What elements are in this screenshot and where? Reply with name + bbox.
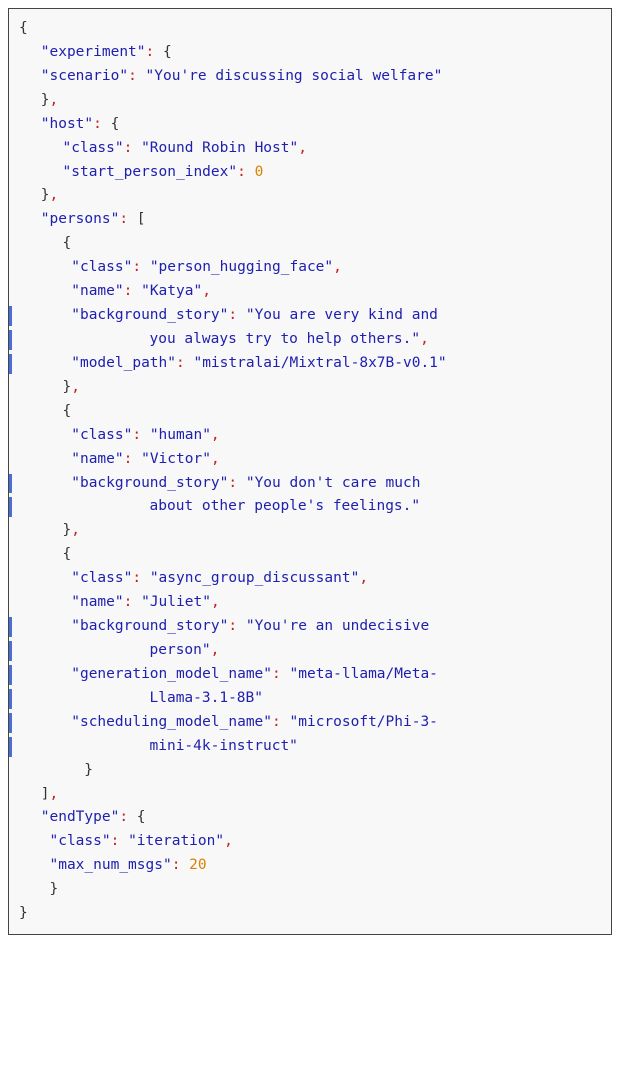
json-string: "Victor" xyxy=(141,451,211,467)
json-number: 20 xyxy=(189,857,206,873)
json-string: person" xyxy=(150,642,211,658)
code-line: "background_story": "You're an undecisiv… xyxy=(19,615,601,639)
json-key: "max_num_msgs" xyxy=(49,857,171,873)
code-line: { xyxy=(19,400,601,424)
json-key: "persons" xyxy=(41,211,120,227)
json-string: "Katya" xyxy=(141,283,202,299)
code-line: { xyxy=(19,543,601,567)
code-line-continuation: Llama-3.1-8B" xyxy=(19,687,601,711)
json-key: "endType" xyxy=(41,809,120,825)
code-line: { xyxy=(19,232,601,256)
json-string: "You are very kind and xyxy=(246,307,438,323)
json-string: "You're discussing social welfare" xyxy=(146,68,443,84)
code-line: "scheduling_model_name": "microsoft/Phi-… xyxy=(19,711,601,735)
json-key: "name" xyxy=(71,283,123,299)
code-line: "endType": { xyxy=(19,806,601,830)
json-string: "microsoft/Phi-3- xyxy=(290,714,438,730)
json-string: "You don't care much xyxy=(246,475,421,491)
json-key: "scheduling_model_name" xyxy=(71,714,272,730)
json-number: 0 xyxy=(255,164,264,180)
json-string: "iteration" xyxy=(128,833,224,849)
code-line-continuation: mini-4k-instruct" xyxy=(19,735,601,759)
json-key: "start_person_index" xyxy=(63,164,238,180)
code-line: "class": "human", xyxy=(19,424,601,448)
code-line: ], xyxy=(19,783,601,807)
code-line: "experiment": { xyxy=(19,41,601,65)
json-key: "class" xyxy=(71,259,132,275)
json-string: "Juliet" xyxy=(141,594,211,610)
json-string: "mistralai/Mixtral-8x7B-v0.1" xyxy=(193,355,446,371)
code-line-continuation: you always try to help others.", xyxy=(19,328,601,352)
json-key: "background_story" xyxy=(71,307,228,323)
json-key: "name" xyxy=(71,451,123,467)
code-line: "class": "iteration", xyxy=(19,830,601,854)
json-key: "background_story" xyxy=(71,475,228,491)
code-line-continuation: person", xyxy=(19,639,601,663)
json-key: "host" xyxy=(41,116,93,132)
code-line: } xyxy=(19,878,601,902)
json-key: "class" xyxy=(71,570,132,586)
code-line: "class": "person_hugging_face", xyxy=(19,256,601,280)
json-string: mini-4k-instruct" xyxy=(150,738,298,754)
code-line: }, xyxy=(19,376,601,400)
json-key: "generation_model_name" xyxy=(71,666,272,682)
json-string: "meta-llama/Meta- xyxy=(290,666,438,682)
json-key: "class" xyxy=(71,427,132,443)
code-line: "generation_model_name": "meta-llama/Met… xyxy=(19,663,601,687)
json-string: "async_group_discussant" xyxy=(150,570,360,586)
code-line: } xyxy=(19,759,601,783)
code-line: "name": "Katya", xyxy=(19,280,601,304)
json-string: "Round Robin Host" xyxy=(141,140,298,156)
json-config-code-block: { "experiment": { "scenario": "You're di… xyxy=(8,8,612,935)
json-key: "name" xyxy=(71,594,123,610)
code-line: }, xyxy=(19,89,601,113)
code-line: "persons": [ xyxy=(19,208,601,232)
code-line: "name": "Juliet", xyxy=(19,591,601,615)
code-line: }, xyxy=(19,184,601,208)
code-line: "host": { xyxy=(19,113,601,137)
code-line: } xyxy=(19,902,601,926)
json-string: about other people's feelings." xyxy=(150,498,421,514)
json-key: "experiment" xyxy=(41,44,146,60)
code-line: "scenario": "You're discussing social we… xyxy=(19,65,601,89)
code-line: "background_story": "You are very kind a… xyxy=(19,304,601,328)
json-key: "background_story" xyxy=(71,618,228,634)
code-line: "class": "async_group_discussant", xyxy=(19,567,601,591)
json-key: "class" xyxy=(49,833,110,849)
code-line: "start_person_index": 0 xyxy=(19,161,601,185)
code-line-continuation: about other people's feelings." xyxy=(19,495,601,519)
code-line: { xyxy=(19,17,601,41)
code-line: "background_story": "You don't care much xyxy=(19,472,601,496)
code-line: }, xyxy=(19,519,601,543)
json-key: "model_path" xyxy=(71,355,176,371)
json-key: "scenario" xyxy=(41,68,128,84)
code-line: "model_path": "mistralai/Mixtral-8x7B-v0… xyxy=(19,352,601,376)
code-line: "class": "Round Robin Host", xyxy=(19,137,601,161)
json-string: "person_hugging_face" xyxy=(150,259,333,275)
json-string: Llama-3.1-8B" xyxy=(150,690,264,706)
json-string: you always try to help others." xyxy=(150,331,421,347)
json-string: "human" xyxy=(150,427,211,443)
code-line: "name": "Victor", xyxy=(19,448,601,472)
json-string: "You're an undecisive xyxy=(246,618,429,634)
code-line: "max_num_msgs": 20 xyxy=(19,854,601,878)
json-key: "class" xyxy=(63,140,124,156)
